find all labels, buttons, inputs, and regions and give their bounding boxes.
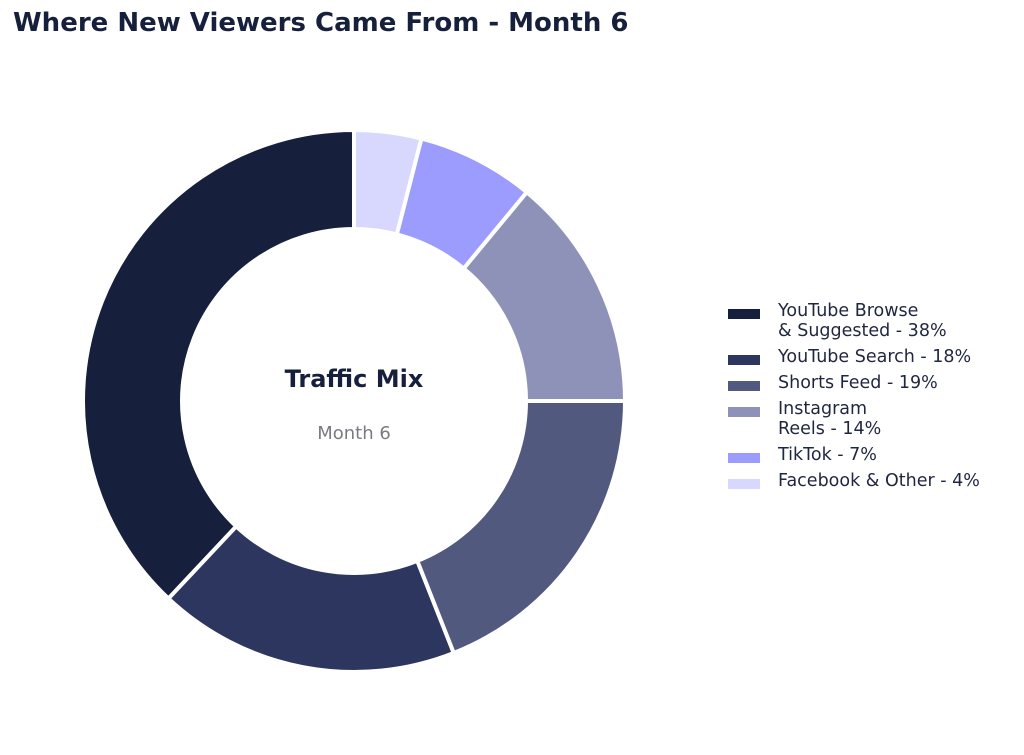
legend-item: Shorts Feed - 19% <box>728 373 1018 393</box>
center-title: Traffic Mix <box>285 365 424 393</box>
legend-label: TikTok - 7% <box>778 445 877 465</box>
legend-label: Shorts Feed - 19% <box>778 373 938 393</box>
legend-label: YouTube Search - 18% <box>778 347 972 367</box>
legend-item: TikTok - 7% <box>728 445 1018 465</box>
donut-slice-0 <box>81 127 356 602</box>
legend-label: Instagram Reels - 14% <box>778 399 882 439</box>
legend-item: YouTube Search - 18% <box>728 347 1018 367</box>
legend-swatch <box>728 355 760 365</box>
legend-label: YouTube Browse & Suggested - 38% <box>778 301 947 341</box>
donut-slice-2 <box>414 399 628 656</box>
donut-slice-5 <box>352 127 424 237</box>
legend-swatch <box>728 381 760 391</box>
donut-slice-1 <box>165 523 457 674</box>
legend-swatch <box>728 479 760 489</box>
legend-item: YouTube Browse & Suggested - 38% <box>728 301 1018 341</box>
legend-swatch <box>728 309 760 319</box>
legend-label: Facebook & Other - 4% <box>778 471 980 491</box>
legend-swatch <box>728 407 760 417</box>
chart-title: Where New Viewers Came From - Month 6 <box>13 8 629 38</box>
legend-item: Facebook & Other - 4% <box>728 471 1018 491</box>
legend: YouTube Browse & Suggested - 38% YouTube … <box>728 301 1018 497</box>
legend-item: Instagram Reels - 14% <box>728 399 1018 439</box>
donut-slices <box>81 127 628 674</box>
legend-swatch <box>728 453 760 463</box>
center-subtitle: Month 6 <box>317 423 391 444</box>
